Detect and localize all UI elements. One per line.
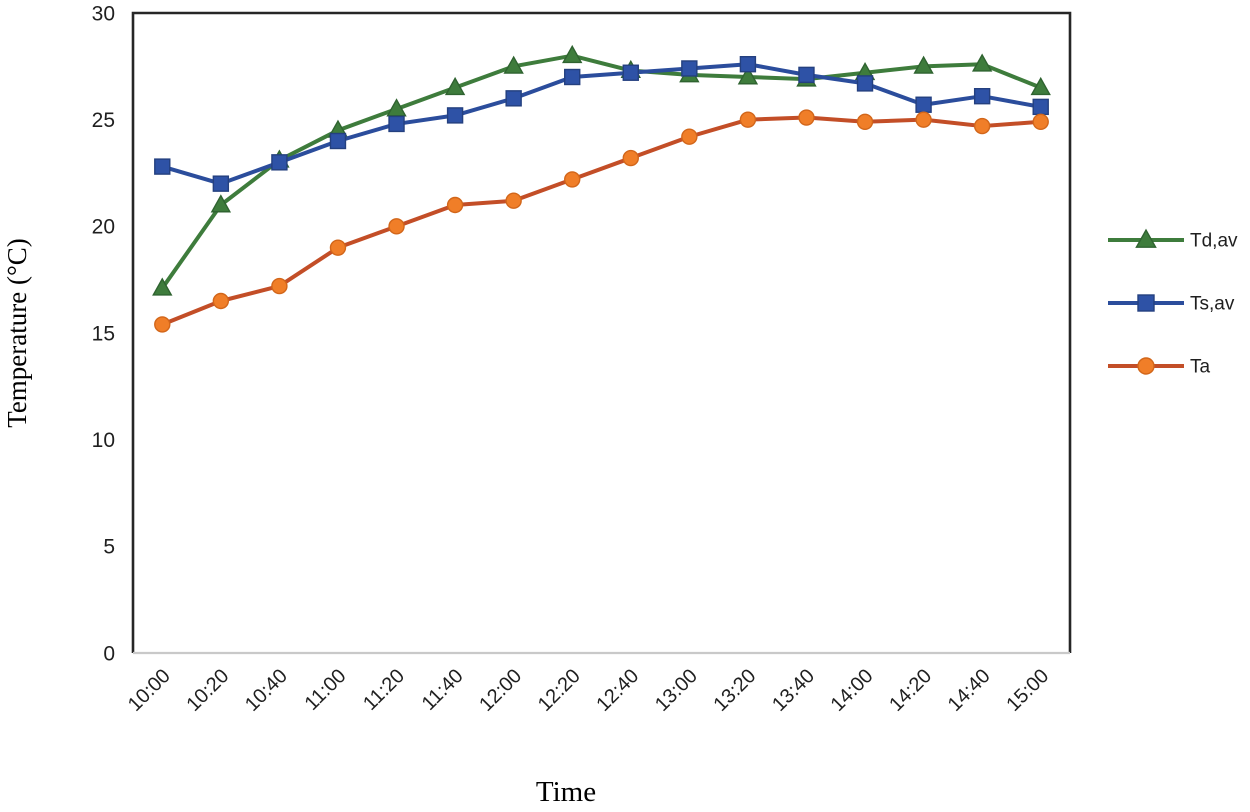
legend-triangle-icon — [1135, 228, 1157, 248]
x-axis-title: Time — [536, 776, 596, 808]
legend-label-ta: Ta — [1190, 357, 1211, 378]
marker-ts-av-13:40 — [798, 66, 815, 84]
marker-ts-av-10:40 — [271, 154, 288, 171]
marker-ta-12:00 — [505, 192, 522, 209]
marker-ts-av-13:00 — [681, 60, 698, 77]
y-tick-label: 5 — [103, 536, 115, 559]
x-tick-label: 13:20 — [709, 665, 760, 716]
legend-item-td-av: Td,av — [1108, 228, 1238, 252]
marker-td-av-11:40 — [444, 76, 466, 96]
marker-ts-av-11:00 — [329, 132, 347, 150]
series-line-ta — [160, 115, 1043, 327]
marker-ta-10:20 — [212, 292, 230, 310]
marker-ts-av-15:00 — [1032, 98, 1049, 116]
marker-ta-11:40 — [446, 196, 464, 214]
y-tick-label: 0 — [103, 642, 115, 665]
marker-ta-15:00 — [1032, 113, 1049, 131]
x-tick-label: 10:20 — [182, 665, 233, 716]
y-tick-label: 30 — [92, 2, 115, 25]
x-tick-label: 14:40 — [944, 665, 995, 716]
y-tick-label: 20 — [92, 216, 115, 239]
marker-td-av-12:20 — [562, 44, 583, 64]
marker-ts-av-11:40 — [446, 107, 464, 124]
marker-td-av-12:00 — [503, 55, 524, 74]
legend-label-td-av: Td,av — [1190, 231, 1238, 252]
x-tick-label: 11:20 — [359, 665, 409, 715]
marker-ts-av-10:00 — [154, 158, 171, 175]
marker-ta-13:00 — [681, 128, 698, 145]
x-axis-tick-labels: 10:00 10:20 10:40 11:00 11:20 11:40 12:00 12:20… — [124, 665, 1053, 716]
marker-td-av-15:00 — [1030, 76, 1051, 96]
series-ts-av — [154, 56, 1049, 192]
y-tick-label: 25 — [92, 109, 115, 132]
y-axis-title: Temperature (°C) — [2, 238, 32, 428]
marker-td-av-13:20 — [737, 66, 759, 85]
marker-td-av-14:20 — [913, 55, 934, 74]
legend-circle-icon — [1137, 357, 1155, 375]
series-line-td-av — [160, 53, 1043, 291]
marker-ta-14:40 — [973, 117, 991, 135]
legend-label-ts-av: Ts,av — [1190, 294, 1235, 315]
x-tick-label: 15:00 — [1002, 665, 1053, 716]
marker-td-av-10:00 — [152, 277, 173, 296]
x-tick-label: 10:00 — [124, 665, 175, 716]
marker-ts-av-14:20 — [915, 96, 932, 113]
plot-border — [131, 11, 1072, 653]
marker-ta-13:20 — [739, 111, 757, 128]
marker-ts-av-14:40 — [973, 87, 991, 105]
series-line-ts-av — [160, 62, 1043, 186]
marker-ts-av-12:00 — [505, 90, 522, 107]
x-tick-label: 12:40 — [592, 665, 643, 716]
marker-ts-av-10:20 — [212, 175, 230, 192]
series-ta — [154, 109, 1049, 333]
marker-ts-av-11:20 — [388, 115, 405, 133]
x-tick-label: 12:20 — [534, 665, 585, 716]
marker-ta-11:20 — [388, 218, 405, 235]
x-tick-label: 14:20 — [885, 665, 936, 716]
y-axis-tick-labels: 0 5 10 15 20 25 30 — [92, 2, 115, 665]
marker-ta-14:20 — [915, 111, 932, 128]
marker-ta-10:40 — [271, 277, 288, 295]
marker-ts-av-14:00 — [856, 75, 874, 92]
legend-item-ts-av: Ts,av — [1108, 294, 1235, 315]
marker-ta-13:40 — [798, 109, 815, 126]
marker-ts-av-12:20 — [564, 68, 581, 86]
x-tick-label: 13:40 — [768, 665, 819, 716]
marker-td-av-14:40 — [971, 53, 993, 72]
series-layer — [152, 44, 1051, 333]
x-tick-label: 13:00 — [651, 665, 702, 716]
x-tick-label: 11:00 — [301, 665, 351, 715]
legend-item-ta: Ta — [1108, 357, 1211, 378]
x-tick-label: 14:00 — [827, 665, 878, 716]
y-tick-label: 15 — [92, 322, 115, 345]
marker-ta-12:20 — [564, 171, 581, 188]
x-tick-label: 12:00 — [475, 665, 526, 716]
legend-square-icon — [1137, 294, 1155, 312]
x-tick-label: 11:40 — [418, 665, 468, 715]
legend: Td,av Ts,av Ta — [1108, 228, 1238, 378]
plot-frame — [131, 11, 1072, 655]
marker-ta-14:00 — [856, 113, 874, 131]
marker-ta-11:00 — [329, 239, 347, 256]
y-tick-label: 10 — [92, 429, 115, 452]
marker-ts-av-12:40 — [622, 64, 639, 81]
marker-td-av-10:20 — [210, 194, 232, 213]
marker-ta-12:40 — [622, 149, 639, 167]
marker-ts-av-13:20 — [739, 56, 757, 73]
marker-ta-10:00 — [154, 316, 171, 333]
x-tick-label: 10:40 — [241, 665, 292, 716]
